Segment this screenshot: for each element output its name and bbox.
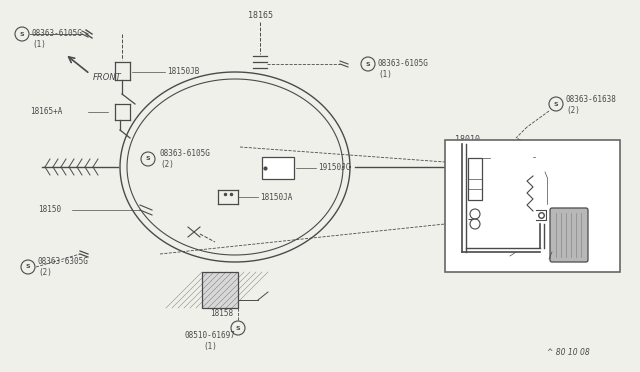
Text: (2): (2)	[38, 269, 52, 278]
Bar	[445, 140, 620, 272]
Text: S: S	[554, 102, 558, 106]
Text: 00922-50610: 00922-50610	[449, 224, 496, 230]
Text: 18165+A: 18165+A	[30, 108, 62, 116]
Text: 18010: 18010	[455, 135, 480, 144]
Text: 18021: 18021	[488, 150, 511, 158]
FancyBboxPatch shape	[550, 208, 588, 262]
Text: 19110F: 19110F	[549, 257, 577, 266]
Text: RINGリング(1): RINGリング(1)	[449, 233, 492, 239]
Text: 18158: 18158	[210, 310, 233, 318]
Text: 18150JA: 18150JA	[260, 192, 292, 202]
Text: S: S	[146, 157, 150, 161]
Text: 08363-61638: 08363-61638	[566, 96, 617, 105]
Text: (1): (1)	[203, 341, 217, 350]
Text: 19150JC: 19150JC	[318, 164, 350, 173]
Text: (2): (2)	[566, 106, 580, 115]
Text: 08363-6105G: 08363-6105G	[160, 150, 211, 158]
Bar	[468, 158, 482, 200]
Text: 18165: 18165	[248, 12, 273, 20]
Text: FRONT: FRONT	[93, 74, 122, 83]
Text: S: S	[26, 264, 30, 269]
Text: 08363-6305G: 08363-6305G	[38, 257, 89, 266]
Text: 08510-61697: 08510-61697	[184, 331, 236, 340]
Text: (1): (1)	[32, 41, 46, 49]
Text: 08363-6105G: 08363-6105G	[378, 58, 429, 67]
Text: 08363-6105G: 08363-6105G	[32, 29, 83, 38]
Text: (2): (2)	[160, 160, 174, 170]
Text: (1): (1)	[378, 70, 392, 78]
Text: 18150JB: 18150JB	[167, 67, 200, 77]
Text: 18215: 18215	[538, 148, 561, 157]
Text: 18215+A: 18215+A	[492, 256, 524, 264]
Bar	[202, 272, 238, 308]
Text: ^ 80 10 08: ^ 80 10 08	[547, 348, 590, 357]
Text: 18150: 18150	[38, 205, 61, 215]
Bar	[262, 157, 294, 179]
Text: S: S	[20, 32, 24, 36]
Text: S: S	[365, 61, 371, 67]
Text: 18014: 18014	[548, 164, 571, 173]
Text: S: S	[236, 326, 240, 330]
